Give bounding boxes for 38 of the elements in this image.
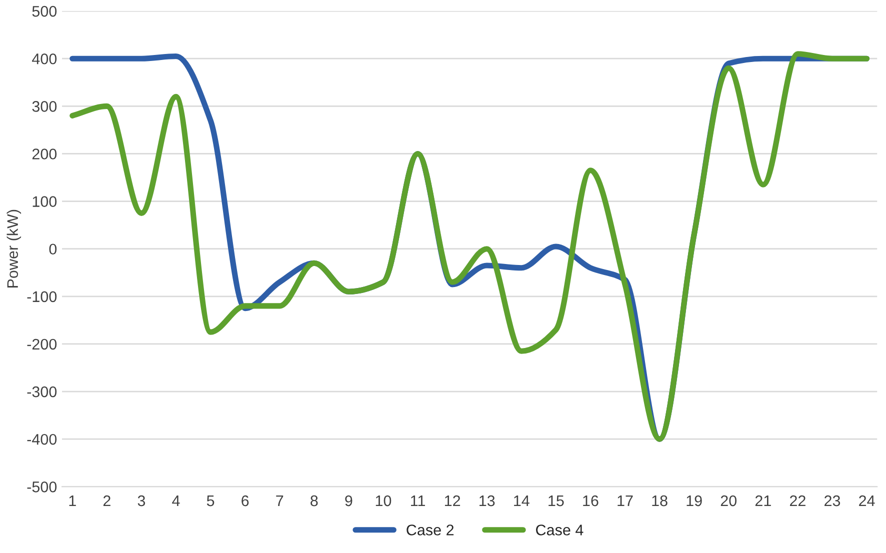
x-tick-label: 22 bbox=[790, 495, 806, 506]
y-tick-label: 500 bbox=[32, 6, 57, 17]
x-tick-label: 19 bbox=[686, 495, 702, 506]
x-tick-label: 5 bbox=[206, 496, 214, 506]
y-tick-label: 0 bbox=[49, 244, 57, 255]
x-tick-label: 12 bbox=[444, 495, 460, 506]
legend-label: Case 4 bbox=[536, 524, 584, 536]
x-tick-label: 2 bbox=[103, 495, 110, 506]
x-tick-label: 7 bbox=[276, 496, 284, 506]
y-tick-label: 300 bbox=[32, 101, 57, 112]
y-tick-label: -100 bbox=[27, 291, 57, 302]
x-tick-label: 1 bbox=[69, 496, 76, 506]
x-tick-label: 14 bbox=[514, 496, 530, 506]
y-tick-label: 200 bbox=[32, 148, 57, 160]
x-tick-label: 23 bbox=[824, 495, 840, 506]
y-tick-label: 100 bbox=[32, 196, 57, 207]
x-tick-label: 24 bbox=[859, 495, 875, 506]
y-axis-title: Power (kW) bbox=[6, 210, 22, 288]
y-tick-label: -500 bbox=[27, 482, 57, 492]
x-tick-label: 13 bbox=[480, 495, 495, 506]
x-tick-label: 15 bbox=[548, 496, 564, 506]
x-tick-label: 3 bbox=[138, 495, 146, 506]
x-tick-label: 21 bbox=[755, 495, 771, 506]
y-tick-label: -200 bbox=[27, 338, 57, 350]
legend-label: Case 2 bbox=[406, 524, 454, 536]
y-tick-label: 400 bbox=[32, 53, 57, 64]
x-tick-label: 11 bbox=[411, 496, 425, 506]
y-tick-label: -400 bbox=[27, 434, 57, 445]
x-tick-label: 9 bbox=[345, 495, 352, 506]
x-tick-label: 8 bbox=[310, 495, 318, 506]
x-tick-label: 6 bbox=[242, 495, 249, 506]
x-tick-label: 4 bbox=[172, 496, 180, 506]
x-tick-label: 18 bbox=[652, 495, 668, 506]
x-tick-label: 17 bbox=[618, 496, 633, 506]
x-tick-label: 10 bbox=[376, 495, 392, 506]
y-tick-label: -300 bbox=[27, 386, 57, 398]
x-tick-label: 16 bbox=[583, 495, 598, 506]
x-tick-label: 20 bbox=[720, 495, 737, 506]
